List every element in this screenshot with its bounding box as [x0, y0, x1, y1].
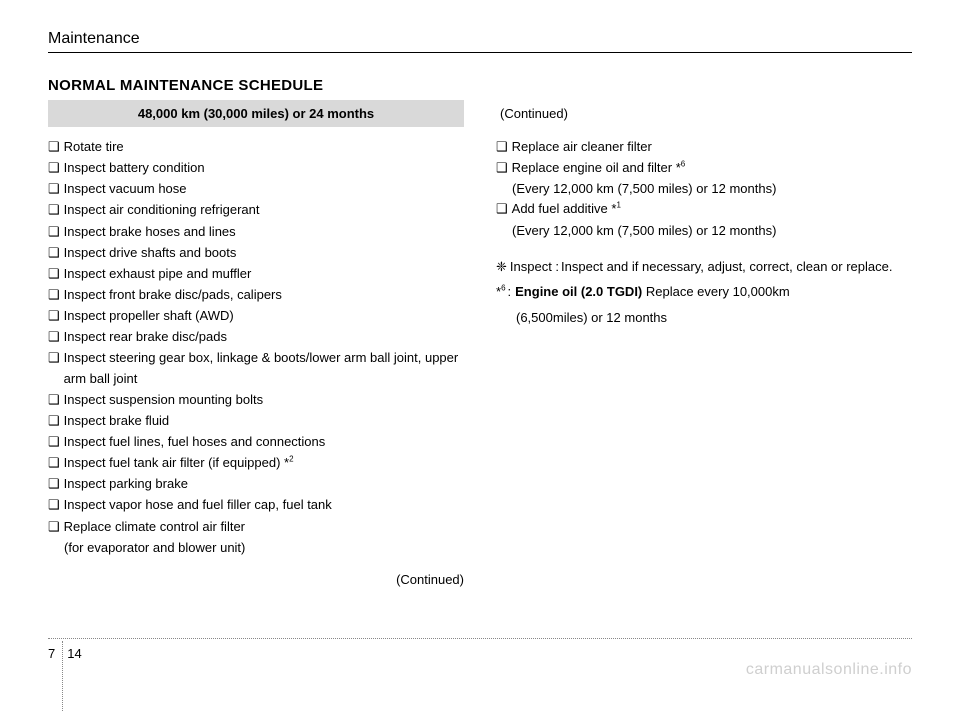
list-item-text: Replace climate control air filter [64, 517, 464, 537]
right-item-list: ❑Replace air cleaner filter❑Replace engi… [496, 137, 912, 241]
continued-top: (Continued) [496, 100, 912, 127]
footer-chapter: 7 [48, 646, 61, 661]
list-item: ❑Inspect vacuum hose [48, 179, 464, 199]
right-column: (Continued) ❑Replace air cleaner filter❑… [496, 100, 912, 587]
list-item: ❑Inspect exhaust pipe and muffler [48, 264, 464, 284]
list-item: ❑Replace air cleaner filter [496, 137, 912, 157]
list-item-sub: (Every 12,000 km (7,500 miles) or 12 mon… [496, 221, 912, 241]
list-item-text: Inspect fuel lines, fuel hoses and conne… [64, 432, 464, 452]
list-item-text: Inspect brake hoses and lines [64, 222, 464, 242]
list-item-text: Replace air cleaner filter [512, 137, 912, 157]
list-item-text: Inspect parking brake [64, 474, 464, 494]
list-item: ❑Inspect steering gear box, linkage & bo… [48, 348, 464, 388]
note-inspect-symbol: ❈ [496, 257, 507, 277]
list-item-sub: (for evaporator and blower unit) [48, 538, 464, 558]
bullet-marker: ❑ [496, 199, 508, 219]
note-6: *6 : Engine oil (2.0 TGDI) Replace every… [496, 282, 912, 327]
bullet-marker: ❑ [48, 285, 60, 305]
bullet-marker: ❑ [48, 453, 60, 473]
notes-block: ❈ Inspect : Inspect and if necessary, ad… [496, 257, 912, 328]
list-item-text: Inspect front brake disc/pads, calipers [64, 285, 464, 305]
bullet-marker: ❑ [48, 200, 60, 220]
footer-dotted-line [48, 638, 912, 639]
list-item: ❑Inspect suspension mounting bolts [48, 390, 464, 410]
bullet-marker: ❑ [48, 474, 60, 494]
bullet-marker: ❑ [496, 158, 508, 178]
list-item-text: Inspect propeller shaft (AWD) [64, 306, 464, 326]
list-item-text: Rotate tire [64, 137, 464, 157]
bullet-marker: ❑ [48, 348, 60, 388]
note-inspect-label: Inspect : [510, 257, 559, 277]
bullet-marker: ❑ [48, 411, 60, 431]
bullet-marker: ❑ [496, 137, 508, 157]
bullet-marker: ❑ [48, 158, 60, 178]
list-item-text: Inspect steering gear box, linkage & boo… [64, 348, 464, 388]
continued-bottom: (Continued) [48, 572, 464, 587]
list-item-sub: (Every 12,000 km (7,500 miles) or 12 mon… [496, 179, 912, 199]
bullet-marker: ❑ [48, 137, 60, 157]
bullet-marker: ❑ [48, 390, 60, 410]
note-6-colon: : [508, 282, 512, 302]
list-item-text: Inspect fuel tank air filter (if equippe… [64, 453, 464, 473]
main-heading: NORMAL MAINTENANCE SCHEDULE [48, 77, 912, 94]
left-column: 48,000 km (30,000 miles) or 24 months ❑R… [48, 100, 464, 587]
list-item-text: Inspect drive shafts and boots [64, 243, 464, 263]
list-item-text: Inspect air conditioning refrigerant [64, 200, 464, 220]
bullet-marker: ❑ [48, 495, 60, 515]
list-item: ❑Inspect front brake disc/pads, calipers [48, 285, 464, 305]
bullet-marker: ❑ [48, 517, 60, 537]
watermark: carmanualsonline.info [746, 661, 912, 679]
list-item: ❑Inspect propeller shaft (AWD) [48, 306, 464, 326]
list-item: ❑Add fuel additive *1 [496, 199, 912, 219]
list-item: ❑Inspect parking brake [48, 474, 464, 494]
list-item-text: Inspect battery condition [64, 158, 464, 178]
page-header: Maintenance [48, 30, 912, 53]
list-item-text: Inspect vacuum hose [64, 179, 464, 199]
list-item: ❑Inspect rear brake disc/pads [48, 327, 464, 347]
list-item: ❑Inspect fuel tank air filter (if equipp… [48, 453, 464, 473]
footer-divider [62, 641, 63, 711]
list-item-text: Inspect exhaust pipe and muffler [64, 264, 464, 284]
list-item: ❑Inspect air conditioning refrigerant [48, 200, 464, 220]
bullet-marker: ❑ [48, 243, 60, 263]
interval-header: 48,000 km (30,000 miles) or 24 months [48, 100, 464, 127]
bullet-marker: ❑ [48, 264, 60, 284]
footer-page: 14 [61, 646, 81, 661]
bullet-marker: ❑ [48, 327, 60, 347]
bullet-marker: ❑ [48, 306, 60, 326]
note-inspect: ❈ Inspect : Inspect and if necessary, ad… [496, 257, 912, 277]
list-item: ❑Inspect brake fluid [48, 411, 464, 431]
bullet-marker: ❑ [48, 222, 60, 242]
list-item: ❑Inspect fuel lines, fuel hoses and conn… [48, 432, 464, 452]
list-item: ❑Replace engine oil and filter *6 [496, 158, 912, 178]
left-item-list: ❑Rotate tire❑Inspect battery condition❑I… [48, 137, 464, 558]
list-item-text: Add fuel additive *1 [512, 199, 912, 219]
list-item-text: Replace engine oil and filter *6 [512, 158, 912, 178]
list-item-text: Inspect rear brake disc/pads [64, 327, 464, 347]
list-item-text: Inspect brake fluid [64, 411, 464, 431]
list-item: ❑Inspect drive shafts and boots [48, 243, 464, 263]
content-columns: 48,000 km (30,000 miles) or 24 months ❑R… [48, 100, 912, 587]
list-item-text: Inspect vapor hose and fuel filler cap, … [64, 495, 464, 515]
list-item: ❑Rotate tire [48, 137, 464, 157]
note-6-sub: (6,500miles) or 12 months [496, 308, 912, 328]
note-6-symbol: *6 [496, 282, 506, 302]
note-6-desc: Engine oil (2.0 TGDI) Replace every 10,0… [515, 282, 912, 302]
note-inspect-desc: Inspect and if necessary, adjust, correc… [561, 257, 892, 277]
bullet-marker: ❑ [48, 432, 60, 452]
note-6-row: *6 : Engine oil (2.0 TGDI) Replace every… [496, 282, 912, 302]
header-rule [48, 52, 912, 53]
page-footer: 7 14 [48, 646, 82, 661]
bullet-marker: ❑ [48, 179, 60, 199]
section-title: Maintenance [48, 30, 912, 52]
list-item: ❑Inspect vapor hose and fuel filler cap,… [48, 495, 464, 515]
list-item: ❑Inspect brake hoses and lines [48, 222, 464, 242]
list-item-text: Inspect suspension mounting bolts [64, 390, 464, 410]
list-item: ❑Replace climate control air filter [48, 517, 464, 537]
list-item: ❑Inspect battery condition [48, 158, 464, 178]
